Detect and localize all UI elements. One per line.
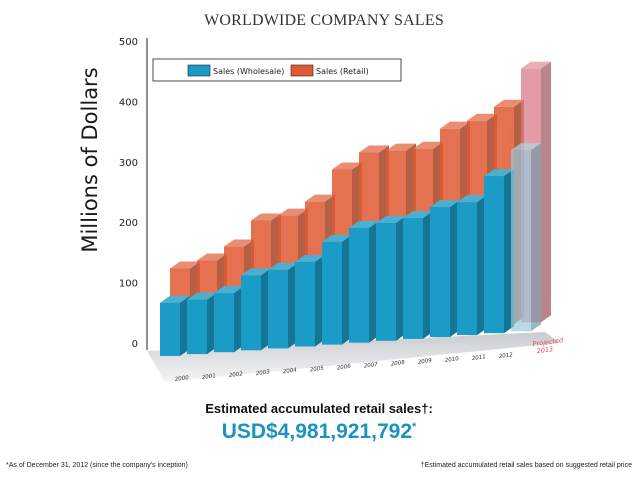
wholesale-bar-top xyxy=(403,211,433,219)
wholesale-bar xyxy=(376,216,406,341)
legend-swatch-retail xyxy=(290,64,314,77)
retail-bar-top xyxy=(521,61,551,69)
x-tick-label: 2001 xyxy=(202,373,217,381)
retail-bar-top xyxy=(197,253,227,261)
wholesale-bar-front xyxy=(349,227,369,343)
retail-bar-top xyxy=(251,213,281,221)
retail-bar-top xyxy=(305,194,335,202)
wholesale-bar xyxy=(349,220,379,343)
legend-box xyxy=(152,58,402,82)
wholesale-bar-front xyxy=(430,207,450,337)
wholesale-bar-top xyxy=(295,254,325,262)
chart-legend: Sales (Wholesale) Sales (Retail) xyxy=(152,58,402,82)
wholesale-bar-front xyxy=(511,150,531,332)
wholesale-bar-top xyxy=(430,200,460,208)
wholesale-bar-front xyxy=(403,218,423,339)
x-tick-label: 2003 xyxy=(256,369,271,377)
y-tick-label: 100 xyxy=(119,279,138,290)
wholesale-bar-front xyxy=(241,275,261,351)
legend-label-wholesale: Sales (Wholesale) xyxy=(213,67,284,76)
summary-label: Estimated accumulated retail sales†: xyxy=(205,401,433,416)
retail-bar-top xyxy=(413,141,443,149)
wholesale-bar xyxy=(484,169,514,334)
wholesale-bar xyxy=(241,268,271,351)
summary-value: USD$4,981,921,792* xyxy=(0,420,638,444)
chart-title: WORLDWIDE COMPANY SALES xyxy=(204,12,444,29)
wholesale-bar xyxy=(403,211,433,339)
legend-swatch-wholesale xyxy=(187,64,211,77)
y-tick-label: 0 xyxy=(132,339,138,350)
x-tick-label: 2000 xyxy=(175,375,190,383)
wholesale-bar-top xyxy=(457,195,487,203)
retail-bar-top xyxy=(494,99,524,107)
x-tick-label: 2012 xyxy=(499,352,514,360)
summary-amount: USD$4,981,921,792 xyxy=(221,420,413,443)
x-tick-label: 2013 xyxy=(536,345,553,355)
retail-bar-top xyxy=(386,143,416,151)
wholesale-bar xyxy=(187,292,217,355)
x-tick-label: 2011 xyxy=(472,354,487,362)
retail-bar-top xyxy=(278,208,308,216)
wholesale-bar xyxy=(457,195,487,336)
wholesale-bar xyxy=(322,234,352,345)
wholesale-bar-front xyxy=(457,202,477,336)
wholesale-bar-front xyxy=(160,302,180,356)
y-tick-label: 300 xyxy=(119,158,138,169)
wholesale-bar-top xyxy=(376,216,406,224)
chart-floor xyxy=(147,332,560,382)
wholesale-bar xyxy=(295,254,325,347)
wholesale-bar-top xyxy=(187,292,217,300)
retail-bar-top xyxy=(359,145,389,153)
wholesale-bar xyxy=(214,286,244,353)
wholesale-bar-top xyxy=(322,234,352,242)
wholesale-bar-front xyxy=(322,241,342,345)
summary-mark: * xyxy=(412,421,417,433)
x-tick-label: 2006 xyxy=(337,364,352,372)
footnote-right: †Estimated accumulated retail sales base… xyxy=(420,462,632,469)
x-tick-label: 2008 xyxy=(391,360,406,368)
retail-bar-top xyxy=(467,113,497,121)
wholesale-bar-front xyxy=(214,293,234,353)
retail-bar-top xyxy=(170,261,200,269)
x-tick-label: 2007 xyxy=(364,362,379,370)
x-tick-label: 2010 xyxy=(445,356,460,364)
wholesale-bar-front xyxy=(295,261,315,347)
wholesale-bar-top xyxy=(241,268,271,276)
x-tick-label: 2004 xyxy=(283,367,298,375)
wholesale-bar-top xyxy=(484,169,514,177)
wholesale-bar-front xyxy=(268,269,288,349)
x-tick-label: 2005 xyxy=(310,365,325,373)
y-tick-label: 400 xyxy=(119,97,138,108)
retail-bar-top xyxy=(224,239,254,247)
y-tick-label: 200 xyxy=(119,218,138,229)
y-tick-label: 500 xyxy=(119,37,138,48)
wholesale-bar-top xyxy=(268,262,298,270)
wholesale-bar-top xyxy=(349,220,379,228)
y-axis-label: Millions of Dollars xyxy=(78,67,102,252)
wholesale-bar-top xyxy=(160,295,190,303)
wholesale-bar-top xyxy=(511,143,541,151)
wholesale-bar xyxy=(511,143,541,332)
wholesale-bar-side xyxy=(531,143,541,332)
wholesale-bar xyxy=(160,295,190,356)
footnote-left: *As of December 31, 2012 (since the comp… xyxy=(6,462,188,469)
wholesale-bar-front xyxy=(484,176,504,334)
x-tick-label: 2002 xyxy=(229,371,244,379)
wholesale-bar-top xyxy=(214,286,244,294)
retail-bar-side xyxy=(541,61,551,323)
sales-chart: WORLDWIDE COMPANY SALES Millions of Doll… xyxy=(78,12,564,383)
wholesale-bar-front xyxy=(376,223,396,341)
wholesale-bar xyxy=(268,262,298,349)
wholesale-bar xyxy=(430,200,460,337)
wholesale-bar-front xyxy=(187,299,207,355)
retail-bar-top xyxy=(332,162,362,170)
legend-label-retail: Sales (Retail) xyxy=(316,67,369,76)
x-tick-label: 2009 xyxy=(418,358,433,366)
retail-bar-top xyxy=(440,121,470,129)
